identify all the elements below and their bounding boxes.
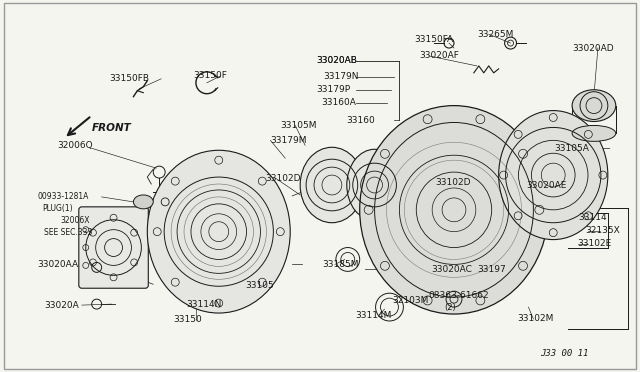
Text: 33020AB: 33020AB — [316, 57, 357, 65]
Text: 33105M: 33105M — [280, 121, 317, 130]
Text: 33265M: 33265M — [477, 30, 513, 39]
Text: 33020AB: 33020AB — [316, 57, 357, 65]
Text: 33160: 33160 — [346, 116, 374, 125]
Text: 33150FB: 33150FB — [109, 74, 150, 83]
Text: 33020AA: 33020AA — [37, 260, 78, 269]
Ellipse shape — [347, 149, 403, 221]
Text: 33150: 33150 — [173, 315, 202, 324]
Text: 08363-61662: 08363-61662 — [428, 291, 489, 300]
Text: 33105: 33105 — [246, 281, 275, 290]
Ellipse shape — [147, 150, 290, 313]
Ellipse shape — [133, 195, 153, 209]
Text: SEE SEC.333: SEE SEC.333 — [44, 228, 92, 237]
Text: FRONT: FRONT — [92, 124, 131, 134]
Ellipse shape — [360, 106, 548, 314]
Text: 32103M: 32103M — [392, 296, 429, 305]
Text: 33179P: 33179P — [316, 85, 350, 94]
Text: 33185M: 33185M — [322, 260, 358, 269]
Text: J33 00 11: J33 00 11 — [541, 349, 589, 358]
Ellipse shape — [499, 110, 608, 240]
FancyBboxPatch shape — [79, 207, 148, 288]
Text: 33114M: 33114M — [356, 311, 392, 320]
Text: (2): (2) — [444, 302, 456, 312]
Text: 33020AE: 33020AE — [527, 180, 567, 189]
Text: 32135X: 32135X — [585, 226, 620, 235]
Text: 32006Q: 32006Q — [57, 141, 93, 150]
Text: 33150FA: 33150FA — [414, 35, 453, 44]
Ellipse shape — [300, 147, 364, 223]
Text: 33105A: 33105A — [554, 144, 589, 153]
Text: 33102D: 33102D — [435, 177, 470, 186]
Text: 33102D: 33102D — [266, 174, 301, 183]
Ellipse shape — [572, 90, 616, 122]
Text: 33114N: 33114N — [186, 299, 221, 309]
Text: 33160A: 33160A — [321, 98, 356, 107]
Text: 33114: 33114 — [578, 213, 607, 222]
Text: 33020AF: 33020AF — [419, 51, 459, 61]
Text: 33102E: 33102E — [577, 239, 611, 248]
Text: 32006X: 32006X — [60, 216, 90, 225]
Text: 33179N: 33179N — [323, 72, 358, 81]
Text: 00933-1281A: 00933-1281A — [37, 192, 88, 201]
Text: 33020AD: 33020AD — [572, 44, 614, 52]
Text: 33179M: 33179M — [270, 136, 307, 145]
Text: 33020AC: 33020AC — [431, 265, 472, 274]
Text: 33150F: 33150F — [193, 71, 227, 80]
Ellipse shape — [572, 125, 616, 141]
Text: PLUG(1): PLUG(1) — [42, 204, 73, 213]
Text: 33102M: 33102M — [518, 314, 554, 324]
Text: 33197: 33197 — [477, 265, 506, 274]
Text: 33020A: 33020A — [44, 301, 79, 310]
